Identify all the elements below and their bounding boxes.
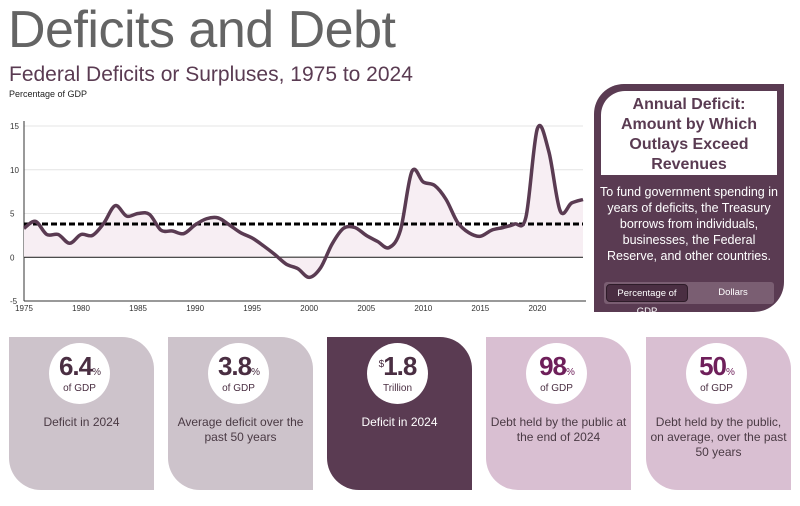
deficit-chart: -5 0 5 10 15 1975 1980 1985 1990 1995 2000 2005 2010… bbox=[10, 121, 586, 313]
stat-unit: of GDP bbox=[540, 383, 573, 394]
stat-circle: 3.8% of GDP bbox=[208, 343, 269, 404]
stat-number: 1.8 bbox=[383, 351, 417, 381]
page-title: Deficits and Debt bbox=[8, 1, 396, 59]
stat-description: Debt held by the public at the end of 20… bbox=[490, 415, 627, 444]
x-tick-label: 1985 bbox=[129, 304, 147, 313]
stat-description: Average deficit over the past 50 years bbox=[177, 415, 304, 444]
x-tick-label: 1990 bbox=[186, 304, 204, 313]
stat-unit: of GDP bbox=[63, 383, 96, 394]
stat-number: 98 bbox=[539, 351, 567, 381]
stat-card: 6.4% of GDP Deficit in 2024 bbox=[9, 337, 154, 490]
x-tick-label: 1980 bbox=[72, 304, 90, 313]
stat-value: 50% bbox=[686, 351, 747, 382]
stat-value: 3.8% bbox=[208, 351, 269, 382]
y-tick-label: 10 bbox=[10, 166, 19, 175]
panel-body: To fund government spending in years of … bbox=[600, 185, 778, 263]
stat-description: Deficit in 2024 bbox=[361, 415, 438, 429]
stat-circle: 50% of GDP bbox=[686, 343, 747, 404]
stat-suffix: % bbox=[726, 367, 735, 378]
stat-suffix: % bbox=[251, 367, 260, 378]
stat-card: $1.8 Trillion Deficit in 2024 bbox=[327, 337, 472, 490]
chart-title: Federal Deficits or Surpluses, 1975 to 2… bbox=[9, 63, 413, 86]
stat-circle: 6.4% of GDP bbox=[49, 343, 110, 404]
stat-unit: of GDP bbox=[222, 383, 255, 394]
stat-description: Debt held by the public, on average, ove… bbox=[650, 415, 787, 459]
stat-card: 50% of GDP Debt held by the public, on ave… bbox=[646, 337, 791, 490]
x-tick-label: 2020 bbox=[528, 304, 546, 313]
stat-card: 98% of GDP Debt held by the public at the … bbox=[486, 337, 631, 490]
y-tick-label: 15 bbox=[10, 122, 19, 131]
x-tick-label: 1975 bbox=[15, 304, 33, 313]
stat-value: $1.8 bbox=[367, 351, 428, 382]
y-axis-label: Percentage of GDP bbox=[9, 89, 88, 99]
y-tick-label: -5 bbox=[10, 297, 18, 306]
y-tick-label: 0 bbox=[10, 253, 15, 262]
y-tick-label: 5 bbox=[10, 210, 15, 219]
stat-number: 50 bbox=[699, 351, 727, 381]
area-fill bbox=[24, 125, 583, 278]
toggle-dollars[interactable]: Dollars bbox=[718, 287, 748, 298]
x-tick-label: 2010 bbox=[414, 304, 432, 313]
stat-value: 6.4% bbox=[49, 351, 110, 382]
x-tick-label: 2000 bbox=[300, 304, 318, 313]
stat-circle: 98% of GDP bbox=[526, 343, 587, 404]
x-tick-label: 2005 bbox=[357, 304, 375, 313]
toggle-percentage-of-gdp[interactable]: Percentage of GDP bbox=[606, 284, 688, 317]
stat-number: 3.8 bbox=[217, 351, 252, 381]
x-tick-label: 2015 bbox=[471, 304, 489, 313]
stat-suffix: % bbox=[566, 367, 575, 378]
stat-value: 98% bbox=[526, 351, 587, 382]
stat-prefix: $ bbox=[378, 359, 384, 370]
stat-unit: of GDP bbox=[700, 383, 733, 394]
panel-title: Annual Deficit: Amount by Which Outlays … bbox=[601, 91, 777, 175]
stat-description: Deficit in 2024 bbox=[43, 415, 120, 429]
stat-card: 3.8% of GDP Average deficit over the past … bbox=[168, 337, 313, 490]
x-tick-label: 1995 bbox=[243, 304, 261, 313]
stat-circle: $1.8 Trillion bbox=[367, 343, 428, 404]
info-panel: Annual Deficit: Amount by Which Outlays … bbox=[594, 84, 784, 317]
stat-unit: Trillion bbox=[382, 383, 413, 394]
stat-number: 6.4 bbox=[58, 351, 93, 381]
stat-suffix: % bbox=[92, 367, 101, 378]
unit-toggle: Percentage of GDP Dollars bbox=[604, 282, 774, 317]
